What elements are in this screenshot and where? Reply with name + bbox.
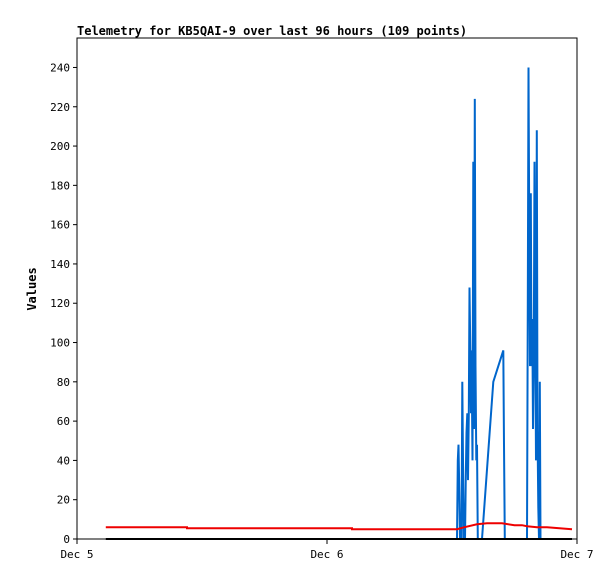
y-tick-label: 20 (57, 494, 70, 507)
y-tick-label: 60 (57, 415, 70, 428)
y-tick-label: 140 (50, 258, 70, 271)
y-tick-label: 220 (50, 101, 70, 114)
x-axis: Dec 5 Dec 6 Dec 7 (60, 539, 594, 561)
y-tick-label: 160 (50, 219, 70, 232)
plot-area (76, 37, 578, 540)
y-tick-label: 40 (57, 454, 70, 467)
y-tick-label: 100 (50, 337, 70, 350)
series-line-red (105, 522, 573, 531)
y-tick-label: 80 (57, 376, 70, 389)
y-tick-label: 0 (63, 533, 70, 546)
x-tick-label: Dec 7 (560, 548, 593, 561)
y-tick-label: 120 (50, 297, 70, 310)
chart-title: Telemetry for KB5QAI-9 over last 96 hour… (77, 24, 467, 38)
y-axis-label: Values (25, 267, 39, 310)
y-tick-label: 180 (50, 179, 70, 192)
x-tick-label: Dec 5 (60, 548, 93, 561)
x-tick-label: Dec 6 (310, 548, 343, 561)
y-axis: 0 20 40 60 80 100 120 140 160 180 200 220 240 (50, 61, 77, 546)
y-tick-label: 240 (50, 61, 70, 74)
y-tick-label: 200 (50, 140, 70, 153)
series-layer (105, 67, 573, 540)
